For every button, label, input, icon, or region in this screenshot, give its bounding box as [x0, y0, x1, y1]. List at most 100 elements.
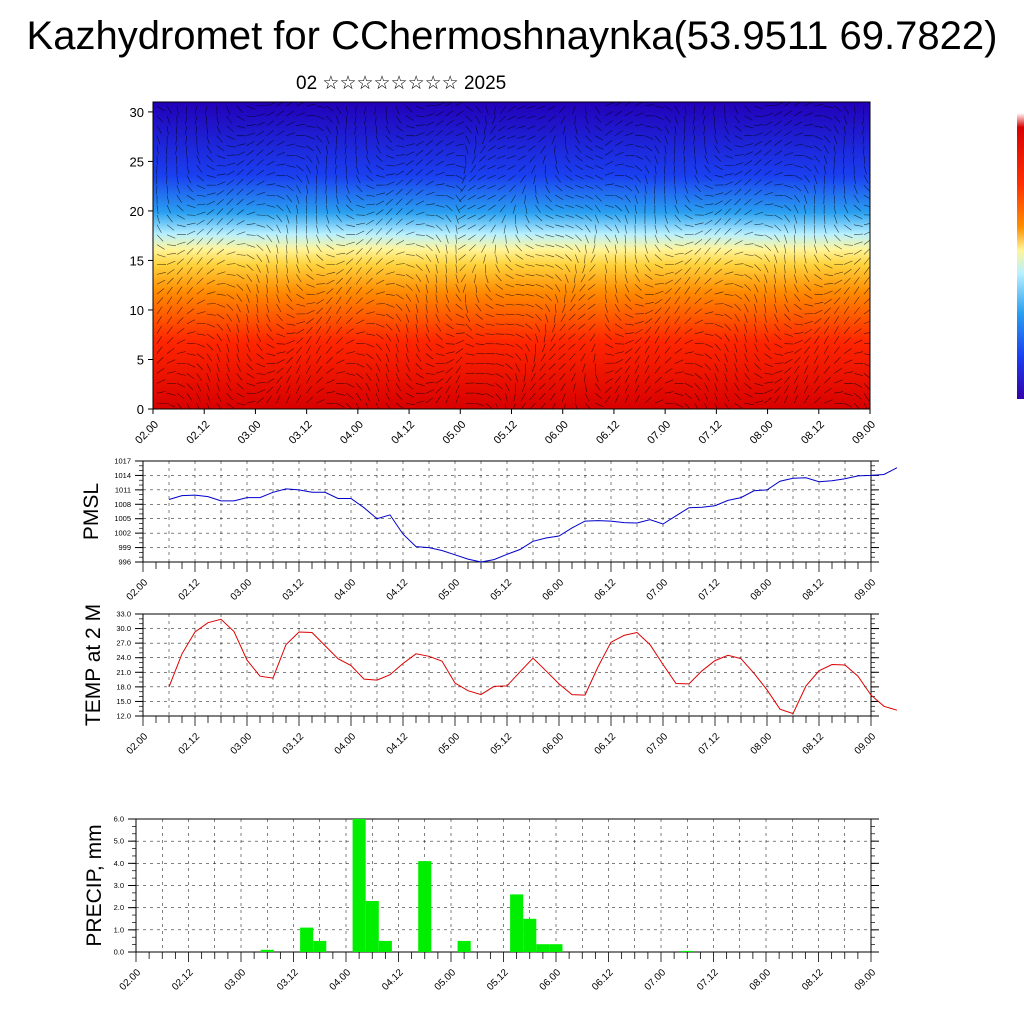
- wind-barb: [395, 198, 403, 206]
- wind-barb: [684, 317, 692, 325]
- wind-barb: [344, 135, 347, 145]
- wind-barb: [814, 185, 816, 195]
- wind-barb: [405, 353, 410, 363]
- wind-barb: [568, 323, 576, 331]
- wind-barb: [236, 188, 244, 196]
- wind-barb: [614, 234, 618, 244]
- wind-barb: [540, 145, 546, 154]
- wind-barb: [704, 299, 713, 305]
- wind-barb: [605, 370, 614, 374]
- wind-barb: [216, 165, 226, 167]
- wind-barb: [204, 105, 208, 115]
- wind-barb: [703, 125, 705, 135]
- wind-barb: [734, 333, 738, 343]
- wind-barb: [415, 323, 419, 333]
- wind-barb: [863, 276, 870, 285]
- wind-barb: [395, 402, 404, 409]
- precip-x-tick-label: 05.12: [485, 967, 511, 993]
- wind-barb: [724, 181, 734, 186]
- wind-barb: [594, 214, 599, 224]
- wind-barb: [764, 139, 772, 146]
- wind-barb: [455, 143, 465, 146]
- wind-barb: [724, 363, 728, 373]
- wind-barb: [547, 105, 556, 111]
- wind-barb: [156, 297, 164, 305]
- wind-barb: [584, 115, 589, 125]
- wind-barb: [326, 325, 332, 334]
- wind-barb: [804, 365, 809, 374]
- wind-barb: [794, 204, 799, 214]
- wind-barb: [704, 145, 707, 155]
- wind-barb: [654, 234, 659, 244]
- wind-barb: [236, 313, 240, 323]
- wind-barb: [485, 105, 489, 115]
- wind-barb: [624, 224, 627, 234]
- wind-barb: [465, 313, 471, 323]
- wind-barb: [559, 373, 566, 381]
- wind-barb: [734, 343, 738, 353]
- wind-barb: [156, 367, 165, 374]
- wind-barb: [405, 392, 415, 398]
- wind-barb: [634, 321, 644, 325]
- wind-barb: [523, 373, 526, 383]
- wind-barb: [542, 343, 546, 353]
- wind-barb: [784, 120, 792, 127]
- precip-bar: [536, 944, 550, 952]
- precip-x-tick-label: 04.00: [328, 967, 354, 993]
- wind-barb: [425, 149, 433, 156]
- wind-barb: [724, 323, 732, 331]
- wind-barb: [156, 346, 163, 354]
- wind-barb: [385, 373, 389, 383]
- wind-barb: [774, 378, 783, 384]
- wind-barb: [814, 155, 821, 163]
- wind-barb: [804, 155, 813, 160]
- pmsl-x-tick-label: 06.12: [593, 577, 619, 603]
- wind-barb: [585, 145, 593, 151]
- precip-panel: 0.01.02.03.04.05.06.002.00 02.12 03.00 03.1…: [83, 815, 879, 993]
- wind-barb: [477, 214, 486, 220]
- wind-barb: [166, 326, 173, 334]
- wind-barb: [744, 392, 753, 398]
- wind-barb: [296, 195, 300, 204]
- wind-barb: [306, 125, 316, 128]
- wind-barb: [744, 178, 752, 186]
- wind-barb: [754, 223, 764, 226]
- wind-barb: [495, 264, 500, 273]
- wind-barb: [196, 393, 201, 402]
- wind-barb: [863, 353, 870, 356]
- wind-barb: [425, 363, 435, 368]
- wind-barb: [256, 363, 266, 368]
- wind-barb: [216, 402, 222, 409]
- wind-barb: [296, 204, 299, 214]
- wind-barb: [256, 224, 266, 228]
- wind-barb: [356, 230, 365, 235]
- wind-barb: [575, 165, 584, 171]
- wind-barb: [505, 333, 515, 336]
- wind-barb: [175, 125, 178, 135]
- wind-barb: [614, 102, 622, 107]
- wind-barb: [804, 185, 809, 194]
- wind-barb: [226, 353, 230, 363]
- wind-barb: [316, 135, 323, 143]
- wind-barb: [634, 337, 642, 344]
- wind-barb: [574, 115, 576, 125]
- wind-barb: [355, 276, 362, 285]
- wind-barb: [306, 375, 312, 384]
- wind-barb: [216, 383, 221, 392]
- wind-barb: [694, 287, 701, 295]
- wind-barb: [435, 294, 438, 304]
- wind-barb: [794, 264, 796, 274]
- wind-barb: [804, 112, 813, 117]
- wind-barb: [754, 169, 762, 176]
- wind-barb: [594, 204, 601, 213]
- wind-barb: [346, 351, 356, 354]
- wind-barb: [724, 208, 732, 216]
- wind-barb: [216, 373, 220, 383]
- wind-barb: [863, 320, 870, 325]
- wind-barb: [764, 224, 774, 228]
- pmsl-axis-title: PMSL: [80, 483, 103, 540]
- wind-barb: [497, 145, 506, 150]
- wind-barb: [296, 185, 301, 194]
- wind-barb: [455, 323, 465, 326]
- wind-barb: [754, 105, 764, 110]
